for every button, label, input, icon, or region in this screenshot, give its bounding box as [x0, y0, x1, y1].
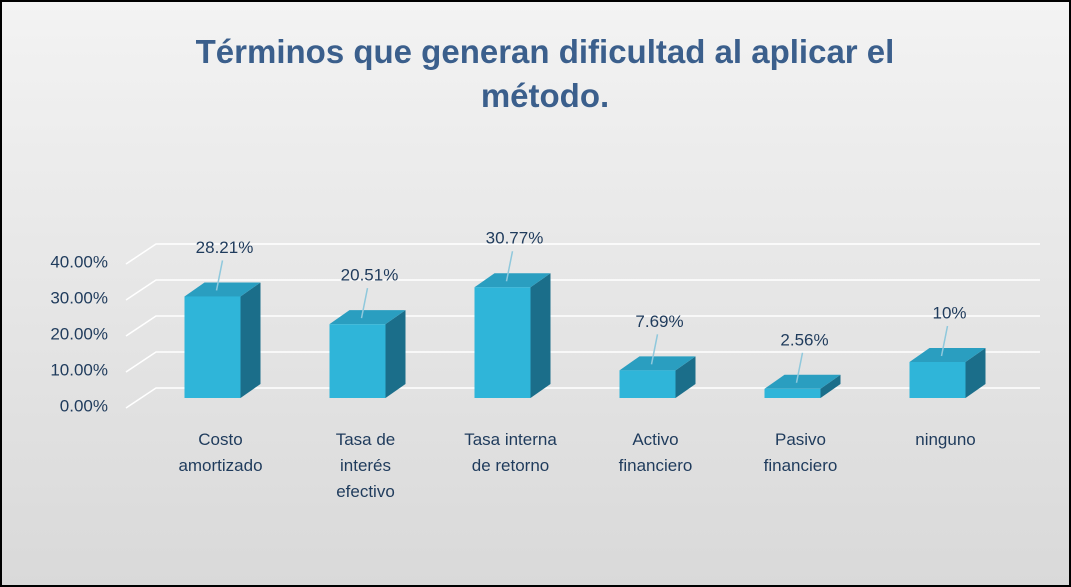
bar-top [329, 310, 406, 325]
bar-top [184, 282, 261, 297]
x-tick-label: Costo amortizado [178, 430, 263, 475]
value-label: 7.69% [635, 312, 683, 331]
x-tick-label: Pasivo financiero [763, 430, 838, 475]
bar-side [530, 273, 551, 398]
value-label: 2.56% [780, 330, 828, 349]
x-tick-label: ninguno [915, 430, 976, 449]
grid-line [125, 351, 1040, 373]
leader-line [650, 334, 659, 365]
y-tick-label: 0.00% [60, 396, 108, 415]
value-label: 28.21% [196, 238, 254, 257]
bar-front [764, 388, 821, 398]
bar-side [675, 356, 696, 398]
bar-front [329, 324, 386, 398]
bar [764, 374, 841, 398]
y-tick-label: 30.00% [50, 288, 108, 307]
grid-line [125, 315, 1040, 337]
leader-line [505, 251, 514, 282]
grid-line [125, 243, 1040, 265]
leader-line [215, 260, 224, 291]
bar-side [240, 282, 261, 398]
grid-line [125, 279, 1040, 301]
value-label: 20.51% [341, 266, 399, 285]
y-tick-label: 20.00% [50, 324, 108, 343]
bar [909, 348, 986, 398]
bar-top [619, 356, 696, 371]
bar-side [965, 348, 986, 398]
x-tick-label: Tasa interna de retorno [464, 430, 557, 475]
leader-line [360, 288, 369, 319]
leader-line [795, 352, 804, 383]
bar-top [764, 374, 841, 389]
y-tick-label: 10.00% [50, 360, 108, 379]
y-tick-label: 40.00% [50, 252, 108, 271]
bar-top [909, 348, 986, 362]
x-tick-label: Tasa de interés efectivo [335, 430, 396, 501]
bar [474, 273, 551, 398]
bar-side [820, 374, 841, 398]
bar [619, 356, 696, 398]
bar-front [909, 362, 966, 398]
chart-title: Términos que generan dificultad al aplic… [195, 33, 895, 114]
x-tick-label: Activo financiero [618, 430, 693, 475]
bar-top [474, 273, 551, 288]
bar-side [385, 310, 406, 398]
bar-front [184, 296, 241, 398]
value-label: 10% [932, 303, 966, 322]
bar-front [474, 287, 531, 398]
value-label: 30.77% [486, 229, 544, 248]
bar [329, 310, 406, 398]
bar-front [619, 370, 676, 398]
leader-line [940, 325, 949, 357]
grid-line [125, 387, 1040, 409]
bar [184, 282, 261, 398]
